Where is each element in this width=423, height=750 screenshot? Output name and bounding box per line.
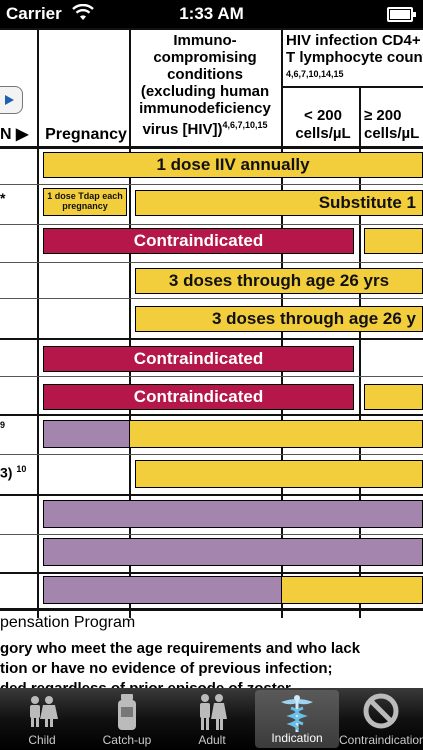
grid-line [0, 224, 423, 225]
tab-catch-up[interactable]: Catch-up [85, 688, 169, 750]
grid-line [0, 608, 423, 611]
tab-child[interactable]: Child [0, 688, 84, 750]
grid-line [37, 28, 39, 618]
bar-tdap-substitute[interactable]: Substitute 1 [135, 190, 423, 216]
bar-recommended[interactable] [364, 384, 423, 410]
column-header-partial: N ▶ [0, 126, 29, 143]
vaccine-indication-table[interactable]: N ▶ Pregnancy Immuno-compromising condit… [0, 28, 423, 688]
bar-contraindicated[interactable]: Contraindicated [43, 346, 354, 372]
grid-line [0, 184, 423, 185]
tab-indication[interactable]: Indication [255, 690, 339, 748]
bar-additional-risk[interactable] [43, 420, 131, 448]
battery-icon [387, 7, 416, 22]
row-label-fragment: 3) [0, 464, 13, 481]
tab-label: Indication [271, 731, 323, 745]
grid-line [0, 572, 423, 574]
grid-line [0, 262, 423, 263]
caduceus-icon [281, 695, 313, 732]
status-bar: Carrier 1:33 AM [0, 0, 423, 28]
tab-label: Contraindication [339, 733, 423, 747]
bar-additional-risk[interactable] [43, 500, 423, 528]
row-footnote-mark: * [0, 190, 6, 206]
adult-couple-icon [200, 694, 227, 730]
grid-line [0, 494, 423, 496]
grid-line [0, 146, 423, 149]
grid-line [0, 414, 423, 416]
bar-hpv-male[interactable]: 3 doses through age 26 y [135, 306, 423, 332]
bar-contraindicated[interactable]: Contraindicated [43, 228, 354, 254]
row-footnote-mark: 3) 10 [0, 464, 26, 481]
column-header-cd4-ge200: ≥ 200 cells/µL [364, 107, 420, 142]
bar-influenza-iiv[interactable]: 1 dose IIV annually [43, 152, 423, 178]
carrier-label: Carrier [6, 4, 62, 23]
footnote-line: ded regardless of prior episode of zoste… [0, 680, 291, 688]
grid-line [281, 86, 423, 88]
column-header-hiv: HIV infection CD4+ T lymphocyte count 4,… [282, 32, 423, 87]
grid-line [0, 376, 423, 377]
bar-recommended[interactable] [364, 228, 423, 254]
immuno-header-refs: 4,6,7,10,15 [222, 120, 268, 130]
wifi-icon [72, 4, 94, 20]
grid-line [0, 28, 423, 30]
column-header-cd4-lt200: < 200 cells/µL [295, 107, 351, 142]
vaccine-bottle-icon [118, 694, 136, 730]
column-header-immunocompromising: Immuno-compromising conditions (excludin… [132, 32, 278, 138]
children-icon [30, 696, 58, 727]
prohibited-icon [363, 693, 399, 729]
grid-line [0, 534, 423, 535]
bar-hpv-female[interactable]: 3 doses through age 26 yrs [135, 268, 423, 294]
column-header-pregnancy: Pregnancy [45, 126, 127, 143]
tab-adult[interactable]: Adult [170, 688, 254, 750]
footnote-line: pensation Program [0, 614, 136, 631]
grid-line [0, 298, 423, 299]
bar-recommended[interactable] [135, 460, 423, 488]
bar-tdap-pregnancy[interactable]: 1 dose Tdap each pregnancy [43, 188, 127, 216]
grid-line [0, 454, 423, 455]
row-footnote-mark: 9 [0, 420, 6, 430]
hiv-header-text: HIV infection CD4+ T lymphocyte count [286, 32, 423, 66]
bar-contraindicated[interactable]: Contraindicated [43, 384, 354, 410]
tab-bar: Child Catch-up Adult Indication [0, 688, 423, 750]
grid-line [0, 338, 423, 340]
tab-contraindication[interactable]: Contraindication [339, 688, 423, 750]
grid-line [359, 88, 361, 618]
bar-recommended[interactable] [281, 576, 423, 604]
tab-label: Adult [198, 733, 226, 747]
tab-label: Catch-up [102, 733, 152, 747]
grid-line [129, 28, 131, 618]
clock: 1:33 AM [179, 4, 244, 23]
bar-additional-risk[interactable] [43, 576, 283, 604]
scroll-left-arrow-button[interactable] [0, 86, 23, 114]
bar-recommended[interactable] [129, 420, 423, 448]
immuno-header-text: Immuno-compromising conditions (excludin… [139, 32, 271, 138]
tab-label: Child [28, 733, 56, 747]
bar-additional-risk[interactable] [43, 538, 423, 566]
footnote-line: gory who meet the age requirements and w… [0, 640, 361, 657]
hiv-header-refs: 4,6,7,10,14,15 [286, 69, 344, 79]
footnote-line: tion or have no evidence of previous inf… [0, 660, 333, 677]
row-footnote-ref: 10 [16, 464, 27, 474]
